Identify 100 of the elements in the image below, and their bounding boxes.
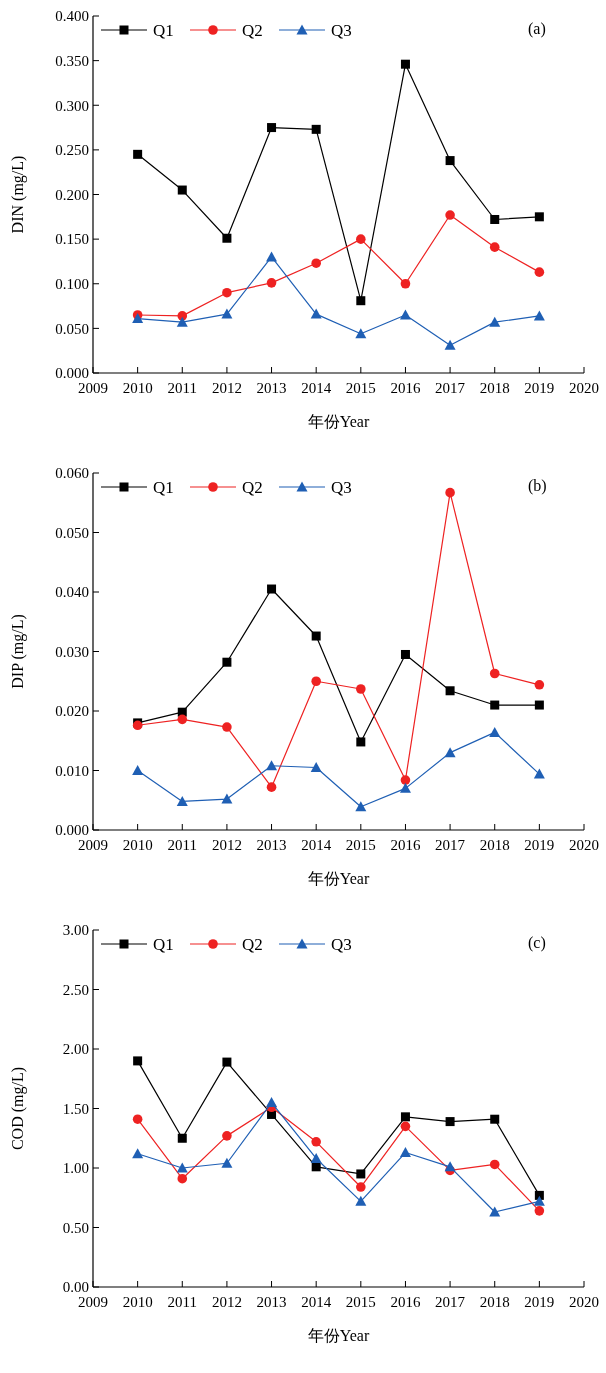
point [534, 1206, 545, 1216]
annotation: (c) [528, 934, 546, 952]
point [177, 185, 187, 195]
point [445, 487, 455, 498]
y-tick-label: 2.50 [62, 981, 89, 998]
y-tick-label: 0.00 [62, 1279, 89, 1296]
point [489, 1206, 501, 1217]
x-tick-label: 2020 [569, 837, 599, 853]
x-tick-label: 2019 [524, 380, 555, 396]
y-tick-label: 0.100 [55, 276, 89, 292]
point [221, 1157, 233, 1168]
point [490, 214, 500, 224]
point [222, 1131, 232, 1141]
point [266, 760, 278, 771]
point [534, 212, 544, 222]
point [356, 1182, 366, 1192]
y-tick-label: 2.00 [62, 1041, 89, 1058]
y-tick-label: 0.400 [55, 8, 89, 25]
x-tick-label: 2018 [479, 837, 510, 853]
legend-label: Q2 [242, 20, 263, 40]
point [445, 210, 455, 220]
point [445, 686, 455, 696]
y-tick-label: 0.050 [55, 524, 89, 541]
point [266, 278, 277, 288]
point [310, 762, 322, 773]
point [355, 801, 367, 812]
point [489, 242, 500, 252]
y-tick-label: 0.060 [55, 465, 89, 482]
point [222, 287, 232, 298]
x-tick-label: 2018 [479, 380, 510, 396]
legend-label: Q2 [242, 934, 263, 954]
point [533, 768, 545, 779]
y-tick-label: 0.020 [55, 703, 89, 720]
x-tick-label: 2018 [479, 1294, 510, 1310]
y-tick-label: 0.000 [55, 365, 89, 382]
annotation: (a) [528, 20, 546, 38]
point [489, 726, 501, 737]
point [444, 339, 456, 350]
point [176, 316, 188, 327]
point [133, 1056, 143, 1066]
x-tick-label: 2009 [78, 837, 108, 853]
annotation: (b) [528, 477, 547, 495]
point [266, 782, 277, 792]
point [533, 310, 545, 321]
x-tick-label: 2014 [301, 837, 332, 853]
x-tick-label: 2020 [569, 1294, 599, 1310]
point [489, 668, 500, 679]
point [490, 1114, 500, 1124]
point [222, 1057, 232, 1067]
point [534, 700, 544, 710]
x-axis-title: 年份Year [307, 870, 370, 887]
y-tick-label: 0.050 [55, 320, 89, 337]
point [356, 737, 366, 747]
point [400, 278, 411, 289]
point [222, 233, 232, 243]
point [176, 1162, 188, 1173]
point [267, 123, 277, 133]
point [400, 1112, 410, 1122]
point [177, 1173, 188, 1184]
x-tick-label: 2012 [211, 1294, 242, 1310]
point [489, 316, 501, 327]
legend-label: Q1 [153, 934, 174, 954]
point [490, 700, 500, 710]
y-axis-title: DIN (mg/L) [9, 155, 27, 234]
x-tick-label: 2015 [345, 837, 376, 853]
point [445, 1117, 455, 1127]
point [177, 1133, 187, 1143]
y-tick-label: 1.00 [62, 1160, 89, 1177]
x-tick-label: 2010 [122, 837, 153, 853]
x-tick-label: 2009 [78, 380, 108, 396]
point [356, 684, 366, 694]
y-axis-title: COD (mg/L) [9, 1066, 27, 1151]
point [221, 793, 233, 804]
point [266, 1097, 278, 1108]
x-tick-label: 2016 [390, 380, 421, 396]
x-tick-label: 2020 [569, 380, 599, 396]
point [355, 1195, 367, 1206]
point [267, 584, 277, 594]
x-tick-label: 2013 [256, 380, 287, 396]
x-tick-label: 2015 [345, 1294, 376, 1310]
point [356, 234, 366, 244]
point [311, 258, 321, 269]
y-tick-label: 0.200 [55, 186, 89, 203]
y-tick-label: 3.00 [62, 922, 89, 939]
point [132, 313, 144, 324]
point [132, 765, 144, 775]
x-tick-label: 2012 [211, 837, 242, 853]
x-tick-label: 2009 [78, 1294, 108, 1310]
x-tick-label: 2019 [524, 837, 555, 853]
point [222, 722, 232, 732]
x-tick-label: 2017 [435, 380, 466, 396]
x-tick-label: 2014 [301, 1294, 332, 1310]
point [400, 1121, 411, 1132]
point [311, 1137, 321, 1147]
y-tick-label: 0.150 [55, 231, 89, 248]
y-tick-label: 0.50 [62, 1219, 89, 1236]
legend-label: Q1 [153, 20, 174, 40]
point [311, 676, 321, 687]
y-tick-label: 1.50 [62, 1100, 89, 1117]
point [132, 1148, 144, 1159]
